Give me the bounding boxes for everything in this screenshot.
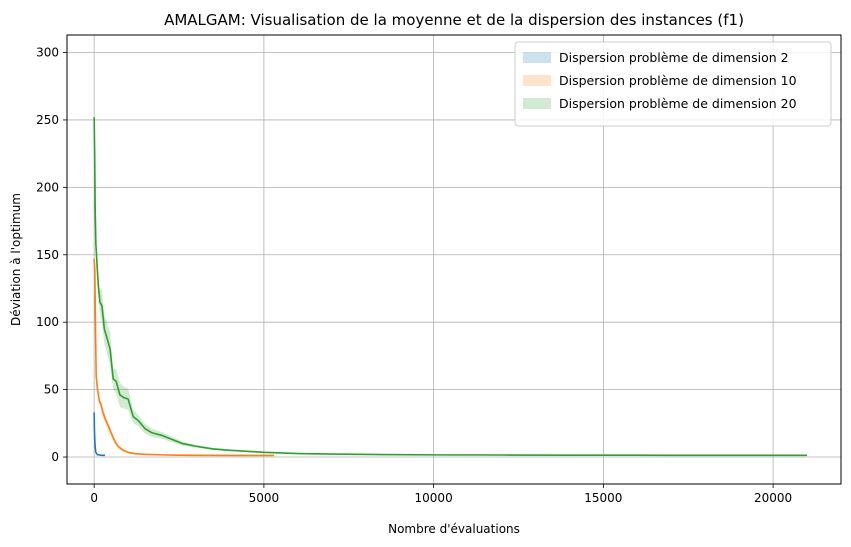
x-tick-label: 0 xyxy=(90,491,98,505)
mean-line-series-0 xyxy=(93,412,106,457)
legend-swatch xyxy=(523,52,551,63)
y-tick-label: 200 xyxy=(36,180,59,194)
x-axis-ticks: 0 5000 10000 15000 20000 xyxy=(90,484,792,505)
mean-line-series-1 xyxy=(93,258,275,457)
legend-label: Dispersion problème de dimension 20 xyxy=(559,96,797,111)
x-tick-label: 5000 xyxy=(249,491,280,505)
x-tick-label: 10000 xyxy=(415,491,453,505)
legend-swatch xyxy=(523,75,551,86)
y-axis-ticks: 0 50 100 150 200 250 300 xyxy=(36,46,67,464)
legend-label: Dispersion problème de dimension 2 xyxy=(559,50,789,65)
mean-line-series-2 xyxy=(93,117,808,457)
mean-lines xyxy=(93,117,808,457)
y-tick-label: 100 xyxy=(36,315,59,329)
y-tick-label: 250 xyxy=(36,113,59,127)
x-tick-label: 15000 xyxy=(584,491,622,505)
legend-label: Dispersion problème de dimension 10 xyxy=(559,73,797,88)
y-tick-label: 150 xyxy=(36,248,59,262)
y-tick-label: 50 xyxy=(44,383,59,397)
chart-title: AMALGAM: Visualisation de la moyenne et … xyxy=(164,11,744,29)
legend: Dispersion problème de dimension 2 Disper… xyxy=(514,41,832,127)
plot-frame xyxy=(66,34,842,485)
x-tick-label: 20000 xyxy=(754,491,792,505)
y-tick-label: 0 xyxy=(51,450,59,464)
y-tick-label: 300 xyxy=(36,46,59,60)
legend-swatch xyxy=(523,98,551,109)
legend-box xyxy=(514,41,832,127)
y-axis-label: Déviation à l'optimum xyxy=(9,193,23,326)
x-axis-label: Nombre d'évaluations xyxy=(388,522,520,536)
